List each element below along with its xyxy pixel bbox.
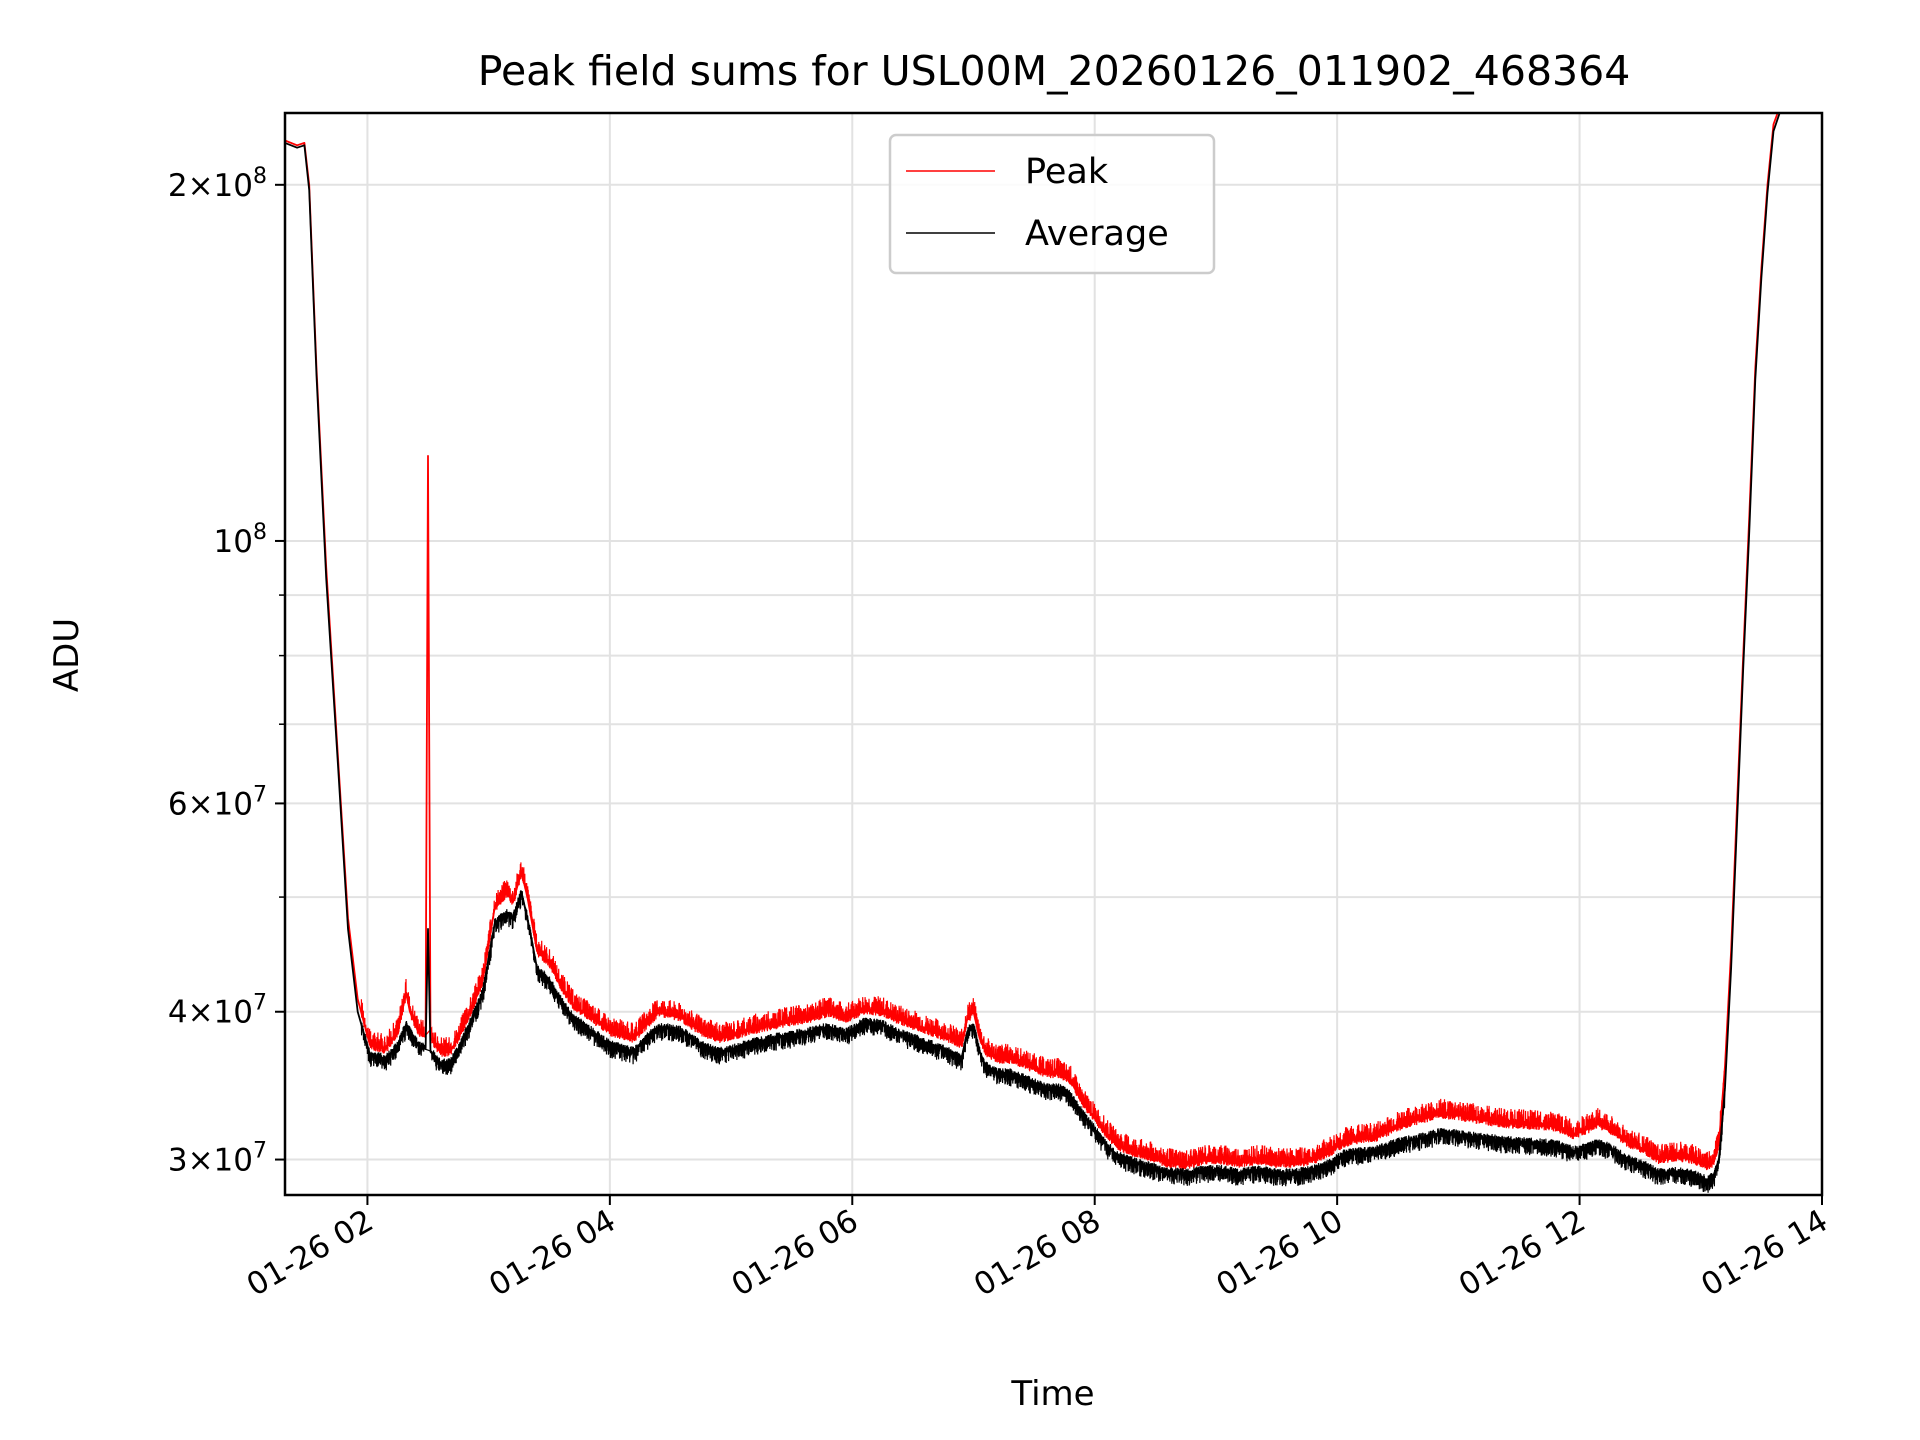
series-peak-noise <box>360 862 1726 1171</box>
y-tick-label: 108 <box>214 520 267 560</box>
y-tick-exponent: 7 <box>253 1139 267 1164</box>
legend-label-peak: Peak <box>1025 152 1109 192</box>
y-tick-label: 6×107 <box>168 782 267 822</box>
y-tick-exponent: 8 <box>253 520 267 545</box>
x-axis-label: Time <box>1010 1374 1094 1414</box>
series-peak-line <box>285 113 1779 1168</box>
chart-title: Peak field sums for USL00M_20260126_0119… <box>478 47 1631 95</box>
y-tick-mantissa: 6 <box>168 786 188 822</box>
y-tick-times: ×10 <box>188 1143 253 1179</box>
y-tick-times: ×10 <box>188 786 253 822</box>
y-tick-exponent: 7 <box>253 782 267 807</box>
grid <box>285 113 1823 1195</box>
y-tick-mantissa: 2 <box>168 168 188 204</box>
series-layer <box>285 113 1781 1193</box>
y-tick-label: 3×107 <box>168 1139 267 1179</box>
y-tick-label: 2×108 <box>168 164 267 204</box>
y-tick-times: ×10 <box>188 168 253 204</box>
legend: Peak Average <box>888 133 1216 275</box>
y-tick-times: ×10 <box>188 995 253 1031</box>
legend-label-average: Average <box>1025 214 1169 254</box>
series-peak <box>285 113 1779 1171</box>
legend-box <box>888 133 1216 275</box>
y-tick-mantissa: 4 <box>168 995 188 1031</box>
y-tick-mantissa: 3 <box>168 1143 188 1179</box>
y-axis-label: ADU <box>47 618 87 692</box>
y-tick-label: 4×107 <box>168 991 267 1031</box>
plot-frame <box>283 111 1824 1197</box>
series-average-line <box>285 113 1781 1182</box>
y-tick-base: 10 <box>214 524 253 560</box>
y-tick-exponent: 7 <box>253 991 267 1016</box>
series-average <box>285 113 1781 1193</box>
y-tick-exponent: 8 <box>253 164 267 189</box>
